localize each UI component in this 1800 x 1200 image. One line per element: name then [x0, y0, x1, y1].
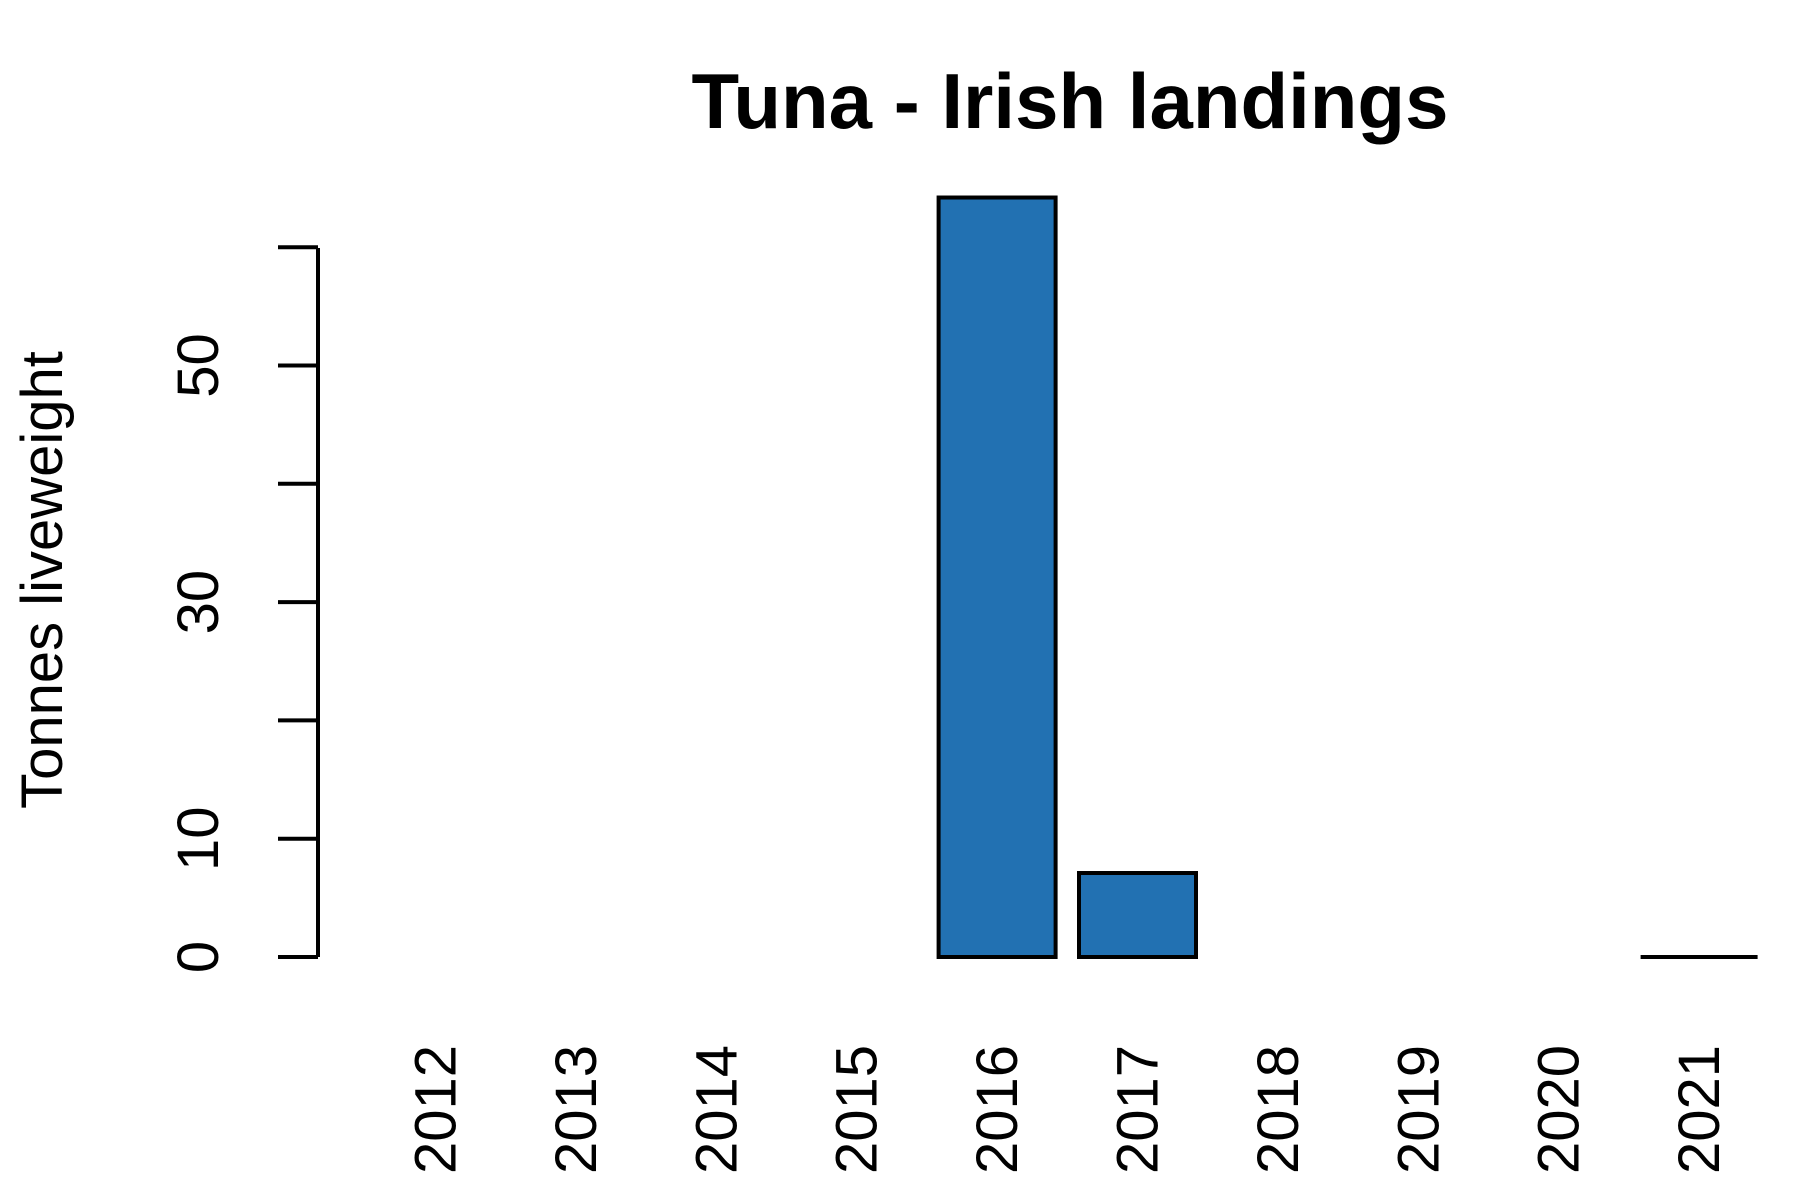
y-tick-label-0: 0	[166, 941, 231, 973]
y-tick-label-10: 10	[166, 806, 231, 871]
x-tick-label-2016: 2016	[965, 1045, 1030, 1174]
x-tick-label-2017: 2017	[1106, 1045, 1171, 1174]
bar-2017	[1077, 871, 1198, 960]
y-axis-label: Tonnes liveweight	[10, 351, 75, 809]
x-tick-label-2018: 2018	[1246, 1045, 1311, 1174]
y-tick-label-50: 50	[166, 333, 231, 398]
x-tick-label-2020: 2020	[1527, 1045, 1592, 1174]
y-tick-label-30: 30	[166, 570, 231, 635]
x-tick-label-2012: 2012	[404, 1045, 469, 1174]
x-tick-label-2021: 2021	[1667, 1045, 1732, 1174]
x-tick-label-2013: 2013	[544, 1045, 609, 1174]
x-axis-labels: 2012 2013 2014 2015 2016 2017 2018 2019 2020 2021	[404, 1045, 1733, 1174]
bars-group	[936, 195, 1758, 960]
y-axis-ticks: 0 10 30 50	[166, 245, 318, 973]
x-tick-label-2019: 2019	[1386, 1045, 1451, 1174]
x-tick-label-2015: 2015	[825, 1045, 890, 1174]
x-tick-label-2014: 2014	[684, 1045, 749, 1174]
chart-title: Tuna - Irish landings	[692, 57, 1449, 145]
bar-2016	[936, 195, 1058, 960]
